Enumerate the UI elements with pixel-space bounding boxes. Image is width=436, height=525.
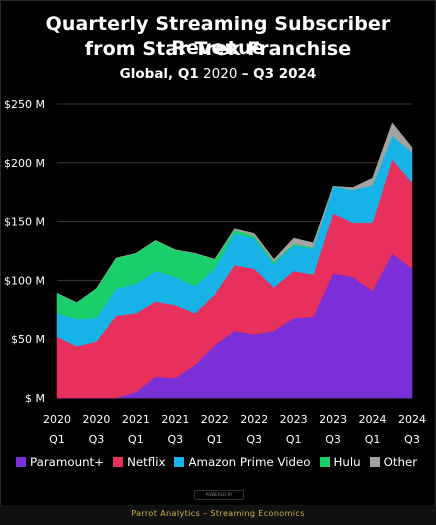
y-tick-label: $50 M xyxy=(11,333,45,346)
chart-title-line1: Quarterly Streaming Subscriber Revenue xyxy=(45,13,391,59)
x-tick-label-year: 2022 xyxy=(201,413,229,426)
powered-by-badge: POWERED BY xyxy=(194,490,244,500)
legend-label: Paramount+ xyxy=(30,455,105,469)
chart-legend: Paramount+ Netflix Amazon Prime Video Hulu O… xyxy=(16,455,426,469)
x-tick-label-year: 2024 xyxy=(398,413,426,426)
chart-subtitle: Global, Q1 2020 – Q3 2024 xyxy=(0,66,436,82)
footer-bar xyxy=(0,505,436,525)
x-tick-label-quarter: Q3 xyxy=(404,433,420,446)
x-tick-label-quarter: Q1 xyxy=(207,433,223,446)
x-tick-label-quarter: Q3 xyxy=(167,433,183,446)
x-tick-label-quarter: Q3 xyxy=(246,433,262,446)
legend-label: Other xyxy=(383,455,418,469)
legend-item-hulu: Hulu xyxy=(319,455,361,469)
footer-attribution: Parrot Analytics – Streaming Economics xyxy=(131,509,305,518)
series-area-other xyxy=(56,122,413,304)
y-tick-label: $200 M xyxy=(4,157,45,170)
legend-swatch xyxy=(174,457,185,467)
x-tick-label-quarter: Q3 xyxy=(89,433,105,446)
legend-item-paramount: Paramount+ xyxy=(16,455,104,469)
x-tick-label-year: 2022 xyxy=(240,413,268,426)
x-tick-label-year: 2020 xyxy=(82,413,110,426)
legend-item-amazon-prime-video: Amazon Prime Video xyxy=(174,455,311,469)
y-tick-label: $ M xyxy=(25,392,45,405)
x-tick-label-year: 2023 xyxy=(319,413,347,426)
x-tick-label-year: 2024 xyxy=(359,413,387,426)
stacked-area-chart: $ M $50 M $100 M $150 M $200 M $250 M 2020 Q1 20… xyxy=(4,98,426,446)
legend-swatch xyxy=(113,457,124,467)
legend-item-netflix: Netflix xyxy=(113,455,165,469)
legend-label: Hulu xyxy=(333,455,361,469)
chart-title-line2: from Star Trek Franchise xyxy=(84,38,352,60)
y-tick-label: $100 M xyxy=(4,274,45,287)
legend-swatch xyxy=(369,457,380,467)
legend-swatch xyxy=(16,457,26,467)
x-tick-label-quarter: Q1 xyxy=(365,433,381,446)
x-tick-label-quarter: Q1 xyxy=(49,433,65,446)
subtitle-region: Global, Q1 xyxy=(119,66,199,82)
x-tick-label-year: 2021 xyxy=(161,413,189,426)
x-tick-label-quarter: Q1 xyxy=(128,433,144,446)
x-tick-label-year: 2020 xyxy=(43,413,71,426)
legend-label: Netflix xyxy=(127,455,166,469)
x-tick-label-quarter: Q3 xyxy=(325,433,341,446)
legend-swatch xyxy=(319,457,330,467)
legend-item-other: Other xyxy=(369,455,418,469)
subtitle-dash: – xyxy=(241,66,249,82)
y-tick-label: $150 M xyxy=(4,216,45,229)
x-tick-label-year: 2023 xyxy=(280,413,308,426)
y-tick-label: $250 M xyxy=(4,98,45,111)
x-tick-label-quarter: Q1 xyxy=(286,433,302,446)
subtitle-end: Q3 2024 xyxy=(248,66,317,82)
x-tick-label-year: 2021 xyxy=(122,413,150,426)
legend-label: Amazon Prime Video xyxy=(188,455,311,469)
subtitle-start-year: 2020 xyxy=(198,66,242,82)
